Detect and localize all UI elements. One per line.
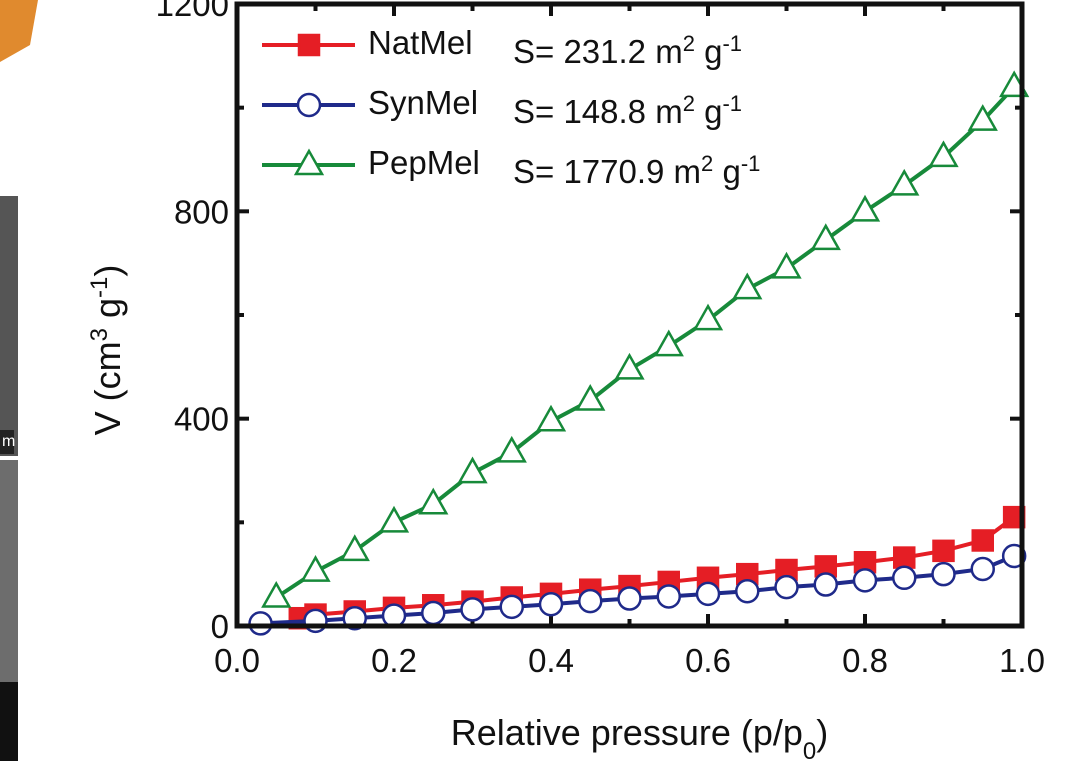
annotation-part: g	[713, 153, 741, 190]
marker	[656, 584, 681, 609]
annotation-part: 2	[683, 91, 695, 116]
annotation-part: S= 1770.9 m	[513, 153, 701, 190]
marker	[971, 529, 994, 552]
marker	[378, 505, 410, 533]
marker	[303, 608, 328, 634]
x-tick-label: 1.0	[999, 642, 1045, 679]
legend-marker	[293, 148, 325, 176]
neighbor-panels: m	[0, 0, 38, 761]
x-tick-label: 0.2	[371, 642, 417, 679]
marker	[575, 383, 606, 411]
marker	[852, 568, 878, 593]
marker	[535, 404, 567, 432]
annotation-part: S= 231.2 m	[513, 33, 683, 70]
annotation-part: -1	[741, 151, 761, 176]
marker	[460, 597, 485, 622]
legend-label: PepMel	[368, 144, 480, 181]
x-axis-label: Relative pressure (p/p0)	[451, 712, 829, 761]
y-tick-label: 400	[174, 401, 229, 438]
scale-bar-box	[0, 430, 14, 454]
annotation-part: g	[695, 33, 723, 70]
y-axis-label-part: V (cm	[87, 341, 128, 435]
annotation-part: S= 148.8 m	[513, 93, 683, 130]
annotation: S= 1770.9 m2 g-1	[513, 151, 760, 191]
annotation-part: -1	[722, 31, 742, 56]
marker	[300, 555, 331, 582]
marker	[735, 579, 760, 604]
annotation-part: -1	[722, 91, 742, 116]
marker	[614, 352, 645, 380]
marker	[932, 539, 955, 563]
sem-image	[0, 460, 18, 682]
marker	[889, 168, 920, 196]
legend-marker	[296, 92, 322, 118]
marker	[732, 272, 763, 300]
y-axis-label-part: g	[87, 298, 128, 328]
marker	[381, 603, 407, 628]
marker	[810, 223, 841, 251]
x-tick-label: 0.0	[214, 642, 260, 679]
x-tick-label: 0.4	[528, 642, 574, 679]
x-axis-label-part: )	[816, 712, 828, 753]
marker	[892, 565, 917, 591]
legend-marker	[297, 33, 321, 57]
marker	[695, 581, 721, 607]
marker	[774, 574, 799, 600]
marker	[499, 594, 524, 620]
marker	[578, 588, 603, 614]
y-axis-label: V (cm3 g-1)	[86, 265, 129, 436]
x-axis-label-part: Relative pressure (p/p	[451, 712, 803, 753]
y-tick-label: 0	[211, 608, 229, 645]
annotation: S= 148.8 m2 g-1	[513, 91, 742, 131]
scale-label: m	[2, 433, 15, 450]
marker	[248, 611, 273, 636]
y-axis-label-part: 3	[86, 328, 113, 341]
plot-frame	[234, 1, 1025, 629]
marker	[931, 561, 956, 587]
marker	[771, 251, 802, 279]
marker	[967, 104, 998, 131]
marker	[970, 556, 995, 582]
y-axis-label-part: -1	[86, 277, 113, 298]
x-tick-label: 0.8	[842, 642, 888, 679]
x-tick-label: 0.6	[685, 642, 731, 679]
marker	[617, 586, 642, 611]
y-tick-label: 1200	[156, 0, 229, 23]
marker	[421, 600, 446, 626]
marker	[692, 303, 724, 331]
orange-shape	[0, 0, 38, 62]
y-axis-label-part: )	[87, 265, 128, 277]
annotation: S= 231.2 m2 g-1	[513, 31, 742, 71]
legend-label: NatMel	[368, 24, 473, 61]
marker	[418, 487, 449, 515]
marker	[653, 329, 684, 357]
marker	[261, 580, 292, 608]
sem-image	[0, 196, 18, 456]
marker	[813, 572, 838, 597]
annotation-part: 2	[701, 151, 713, 176]
annotation-part: 2	[683, 31, 695, 56]
legend-label: SynMel	[368, 84, 478, 121]
marker	[928, 140, 959, 168]
marker	[849, 194, 881, 222]
annotation-part: g	[695, 93, 723, 130]
x-axis-label-part: 0	[803, 738, 816, 761]
marker	[496, 435, 527, 463]
marker	[538, 591, 564, 617]
y-tick-label: 800	[174, 193, 229, 230]
marker	[339, 534, 370, 562]
marker	[457, 456, 488, 484]
marker	[893, 546, 916, 569]
sem-image	[0, 682, 18, 761]
